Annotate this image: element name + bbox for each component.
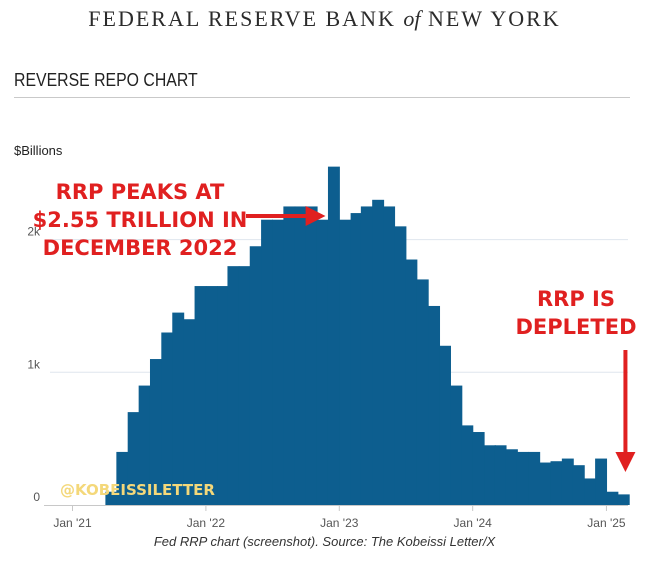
bar-2023-05: [383, 206, 396, 505]
bar-2024-03: [494, 445, 507, 505]
y-tick-label-2: 2k: [27, 225, 41, 239]
bar-2024-01: [472, 432, 485, 505]
bar-2023-12: [461, 425, 474, 505]
bar-2023-09: [428, 305, 441, 505]
bar-2024-06: [528, 451, 541, 505]
bar-2021-07: [138, 385, 151, 505]
bar-2024-04: [505, 449, 518, 505]
depleted-annotation-line-1: DEPLETED: [516, 315, 637, 339]
annotation-layer: RRP PEAKS AT $2.55 TRILLION IN DECEMBER 20…: [33, 180, 637, 472]
bar-2021-08: [149, 359, 162, 505]
bar-2022-03: [227, 266, 240, 505]
x-tick-label-3: Jan '24: [454, 516, 493, 530]
bar-2024-02: [484, 445, 496, 505]
y-unit-label: $Billions: [14, 143, 63, 158]
bar-2024-09: [561, 458, 574, 505]
x-tick-label-2: Jan '23: [320, 516, 359, 530]
axis-layer: 0 1k 2k Jan '21 Jan '22 Jan '23 Jan '24 Jan '25: [27, 225, 628, 530]
x-tick-label-1: Jan '22: [187, 516, 226, 530]
bar-2022-05: [249, 246, 262, 505]
x-tick-label-4: Jan '25: [587, 516, 626, 530]
bar-2021-06: [127, 412, 140, 505]
chart-heading: REVERSE REPO CHART: [14, 70, 198, 90]
bar-2023-04: [372, 199, 385, 506]
bar-2021-12: [194, 286, 207, 505]
bar-2025-01: [606, 491, 619, 505]
org-title: FEDERAL RESERVE BANK of NEW YORK: [0, 6, 649, 32]
y-tick-label-0: 0: [33, 490, 40, 504]
bar-2023-07: [405, 259, 418, 505]
x-tick-label-0: Jan '21: [53, 516, 92, 530]
peak-annotation-line-2: DECEMBER 2022: [43, 236, 238, 260]
bars-layer: [105, 166, 630, 506]
bar-2024-05: [516, 451, 529, 505]
bar-2022-06: [261, 219, 274, 505]
bar-2021-10: [172, 312, 185, 505]
bar-2022-08: [283, 206, 296, 505]
bar-2022-02: [217, 286, 230, 505]
bar-2023-01: [339, 219, 352, 505]
bar-2022-09: [294, 206, 307, 505]
peak-annotation-line-0: RRP PEAKS AT: [56, 180, 225, 204]
heading-divider: [14, 97, 630, 98]
watermark: @KOBEISSILETTER: [60, 481, 215, 499]
org-title-prefix: FEDERAL RESERVE BANK: [88, 6, 396, 31]
bar-2023-08: [416, 279, 429, 505]
bar-2024-07: [539, 462, 552, 505]
bar-2021-11: [183, 319, 196, 505]
peak-annotation-line-1: $2.55 TRILLION IN: [33, 208, 248, 232]
bar-2023-02: [350, 213, 363, 506]
bar-2021-05: [116, 451, 129, 505]
bar-2022-04: [238, 266, 251, 505]
bar-2023-10: [439, 345, 451, 505]
org-title-of: of: [403, 6, 421, 31]
depleted-annotation-line-0: RRP IS: [537, 287, 615, 311]
bar-2024-12: [595, 458, 608, 505]
bar-2022-07: [272, 219, 284, 505]
bar-2022-01: [205, 286, 218, 505]
bar-2024-11: [584, 478, 597, 505]
figure-caption: Fed RRP chart (screenshot). Source: The …: [153, 534, 496, 549]
bar-2022-10: [305, 206, 318, 505]
bar-2023-03: [360, 206, 373, 505]
bar-2024-10: [572, 465, 585, 505]
bar-2022-12: [327, 166, 340, 505]
org-title-suffix: NEW YORK: [427, 6, 561, 31]
bar-2023-11: [450, 385, 463, 505]
bar-2021-09: [161, 332, 174, 505]
bar-2023-06: [394, 226, 407, 505]
y-tick-label-1: 1k: [27, 357, 41, 371]
bar-2024-08: [550, 461, 563, 505]
bar-2021-04: [105, 491, 118, 505]
bar-2022-11: [316, 219, 329, 505]
bar-2025-02: [617, 494, 630, 505]
